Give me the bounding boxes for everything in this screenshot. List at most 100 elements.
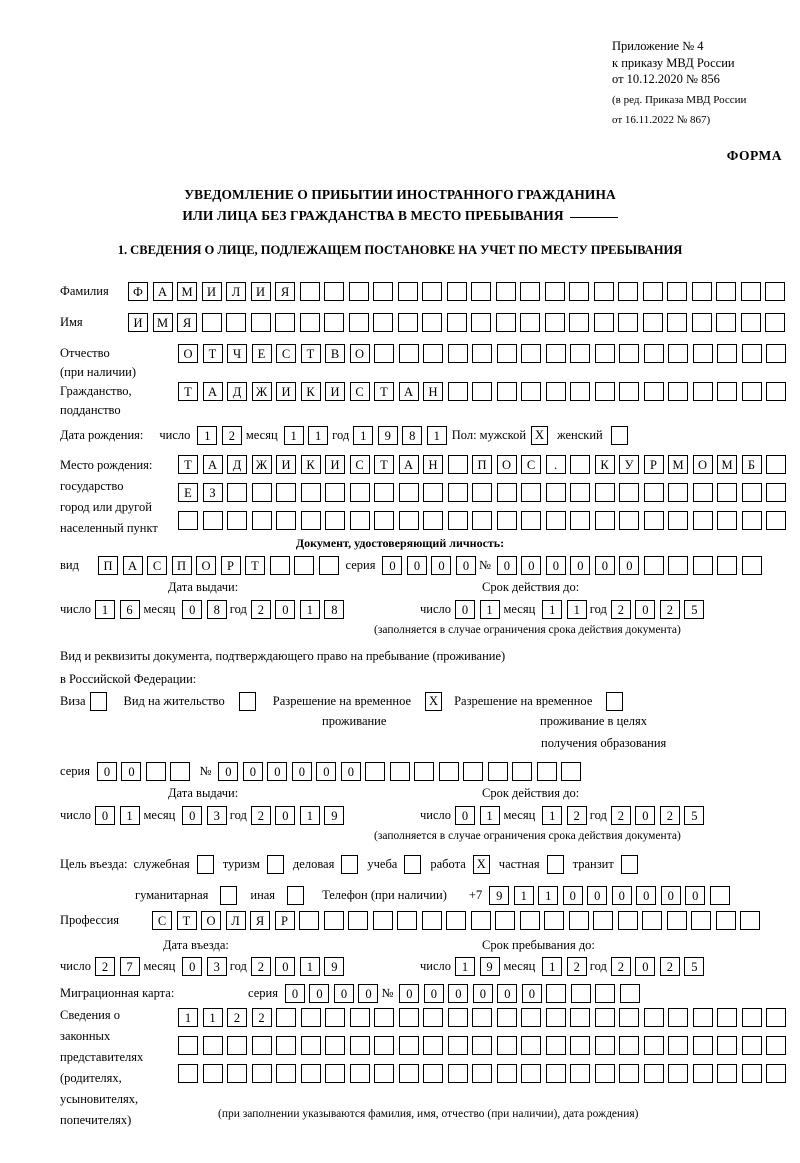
char-box[interactable]: 9 [324, 957, 345, 976]
char-box[interactable] [740, 282, 761, 301]
char-box[interactable] [299, 282, 320, 301]
char-box[interactable] [619, 1036, 639, 1055]
char-box[interactable] [446, 313, 467, 332]
char-box[interactable]: 0 [267, 762, 288, 781]
char-box[interactable] [594, 1008, 615, 1027]
char-box[interactable] [520, 282, 540, 301]
char-box[interactable] [324, 282, 344, 301]
char-box[interactable]: 0 [382, 556, 403, 575]
char-box[interactable] [544, 911, 564, 930]
char-box[interactable]: 8 [206, 600, 227, 619]
char-box[interactable] [495, 911, 515, 930]
char-box[interactable] [276, 511, 296, 530]
char-box[interactable] [374, 1008, 394, 1027]
char-box[interactable]: О [692, 455, 713, 474]
char-box[interactable]: Т [300, 344, 321, 363]
char-box[interactable] [741, 344, 762, 363]
char-box[interactable] [470, 911, 491, 930]
char-box[interactable]: У [619, 455, 639, 474]
char-box[interactable] [471, 313, 491, 332]
char-box[interactable]: Я [177, 313, 197, 332]
char-box[interactable] [766, 1008, 786, 1027]
representatives-boxes-2[interactable] [178, 1036, 786, 1055]
char-box[interactable] [569, 313, 589, 332]
char-box[interactable] [374, 1064, 394, 1083]
char-box[interactable] [349, 511, 370, 530]
char-box[interactable]: Н [423, 382, 443, 401]
char-box[interactable] [447, 382, 468, 401]
char-box[interactable]: Д [227, 455, 247, 474]
char-box[interactable] [325, 511, 345, 530]
char-box[interactable]: Н [423, 455, 443, 474]
char-box[interactable]: 0 [594, 556, 615, 575]
char-box[interactable]: 2 [250, 600, 271, 619]
char-box[interactable]: 9 [377, 426, 398, 445]
char-box[interactable] [447, 1036, 468, 1055]
char-box[interactable]: 1 [283, 426, 304, 445]
char-box[interactable] [617, 911, 638, 930]
char-box[interactable] [766, 344, 786, 363]
char-box[interactable] [496, 382, 517, 401]
char-box[interactable]: 1 [178, 1008, 198, 1027]
char-box[interactable]: 9 [489, 886, 510, 905]
char-box[interactable] [374, 344, 394, 363]
char-box[interactable] [349, 483, 370, 502]
char-box[interactable] [202, 1036, 223, 1055]
char-box[interactable]: 2 [659, 600, 680, 619]
char-box[interactable]: Т [178, 455, 198, 474]
char-box[interactable]: 0 [182, 957, 203, 976]
char-box[interactable] [276, 1064, 296, 1083]
char-box[interactable]: 5 [684, 600, 705, 619]
char-box[interactable] [668, 556, 689, 575]
char-box[interactable]: О [196, 556, 216, 575]
char-box[interactable] [594, 483, 615, 502]
char-box[interactable] [276, 1036, 296, 1055]
char-box[interactable] [299, 313, 320, 332]
char-box[interactable] [201, 313, 222, 332]
char-box[interactable] [398, 1036, 419, 1055]
char-box[interactable] [691, 282, 712, 301]
char-box[interactable]: И [250, 282, 271, 301]
char-box[interactable]: 5 [684, 957, 705, 976]
char-box[interactable] [692, 556, 713, 575]
char-box[interactable]: 1 [538, 886, 559, 905]
char-box[interactable]: З [202, 483, 223, 502]
char-box[interactable]: 0 [570, 556, 591, 575]
char-box[interactable] [692, 1008, 713, 1027]
char-box[interactable] [472, 382, 492, 401]
char-box[interactable] [692, 344, 713, 363]
char-box[interactable] [398, 1064, 419, 1083]
char-box[interactable] [325, 1008, 345, 1027]
char-box[interactable]: 1 [479, 806, 500, 825]
char-box[interactable] [170, 762, 191, 781]
char-box[interactable] [741, 483, 762, 502]
char-box[interactable] [463, 762, 484, 781]
char-box[interactable] [570, 1036, 590, 1055]
char-box[interactable] [643, 382, 664, 401]
char-box[interactable] [423, 344, 443, 363]
char-box[interactable] [544, 313, 565, 332]
char-box[interactable]: Т [178, 382, 198, 401]
char-box[interactable] [251, 483, 272, 502]
char-box[interactable] [325, 483, 345, 502]
char-box[interactable] [521, 1008, 541, 1027]
char-box[interactable]: 0 [358, 984, 379, 1003]
char-box[interactable] [545, 382, 566, 401]
char-box[interactable] [716, 313, 736, 332]
char-box[interactable]: И [325, 455, 345, 474]
char-box[interactable] [372, 911, 393, 930]
char-box[interactable] [766, 1064, 786, 1083]
char-box[interactable] [692, 511, 713, 530]
title-blank-line[interactable] [569, 217, 618, 218]
char-box[interactable]: К [300, 455, 321, 474]
